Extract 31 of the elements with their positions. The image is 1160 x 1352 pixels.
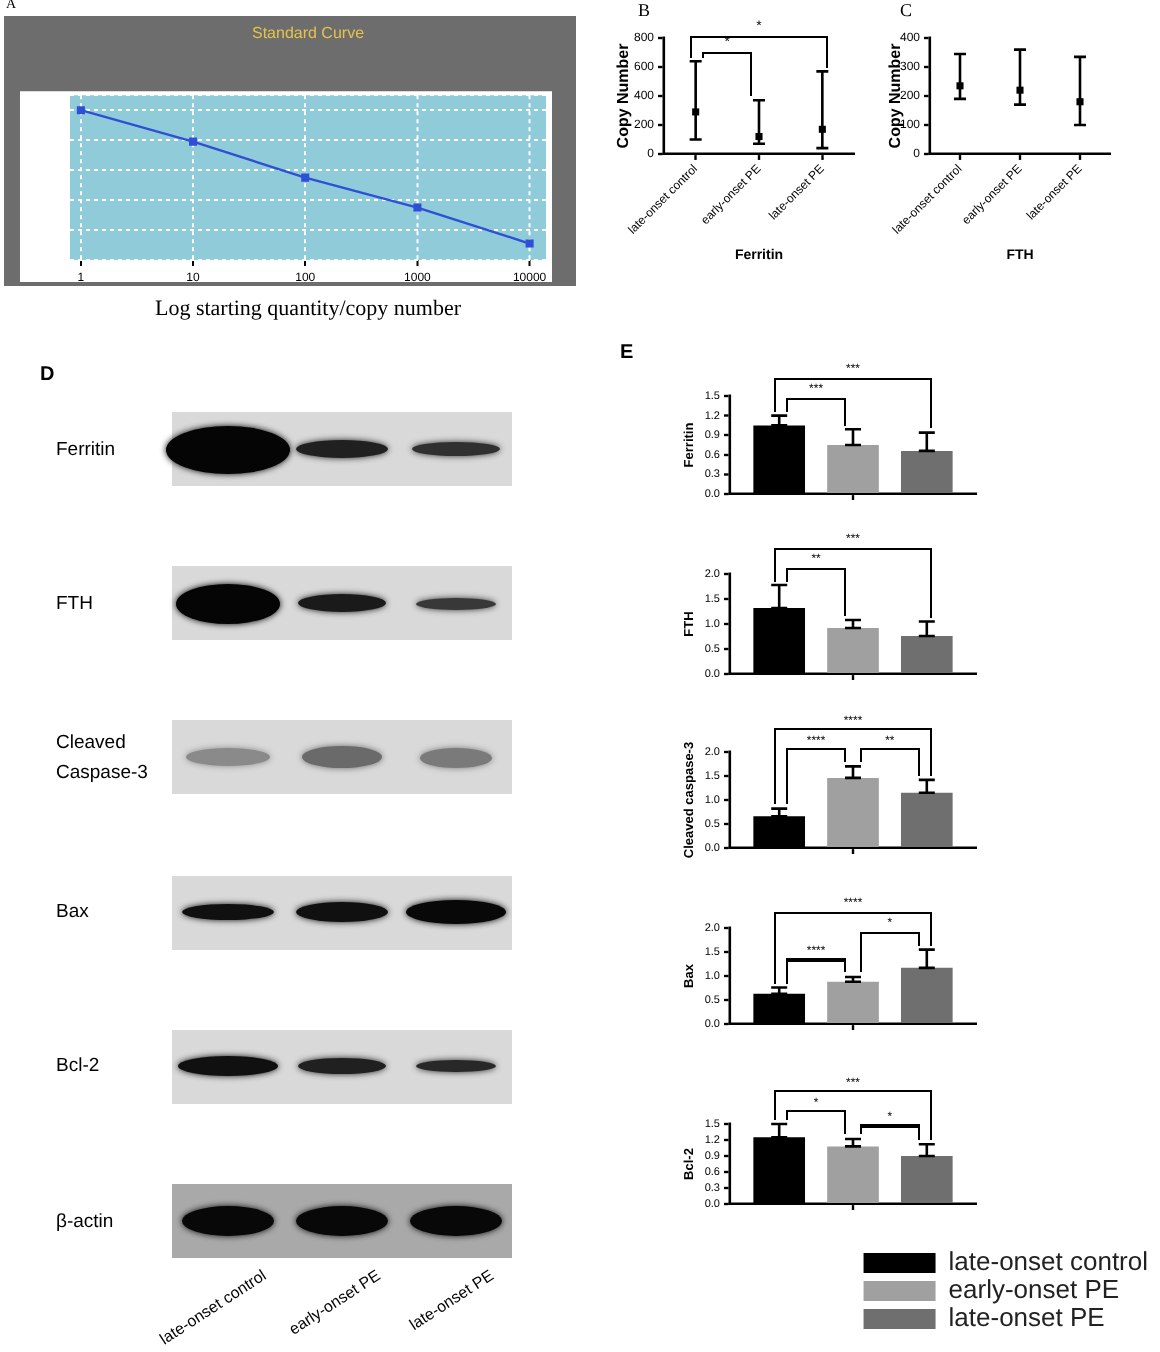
point	[76, 106, 85, 115]
legend-label: late-onset control	[948, 1246, 1149, 1277]
bar	[827, 777, 879, 847]
category-label: Ferritin	[56, 437, 116, 460]
bar	[900, 792, 953, 847]
chart-title: C	[900, 0, 913, 20]
chart-subtitle: Standard Curve	[251, 24, 366, 43]
point	[301, 173, 310, 182]
y-axis-title: Copy Number	[614, 43, 633, 149]
bar	[900, 1156, 953, 1203]
point	[189, 137, 198, 146]
x-axis-title: Log starting quantity/copy number	[154, 296, 462, 321]
category-label: Bcl-2	[56, 1055, 100, 1078]
bar	[900, 967, 953, 1023]
legend-label: early-onset PE	[948, 1274, 1120, 1305]
bar	[827, 445, 879, 493]
category-label: β-actin	[56, 1209, 114, 1232]
bar	[827, 1146, 879, 1203]
legend-label: late-onset PE	[948, 1302, 1106, 1333]
bar	[900, 636, 953, 673]
bar	[827, 628, 879, 673]
category-label: Cleaved Caspase-3	[56, 731, 148, 784]
point	[413, 203, 422, 212]
bar	[900, 450, 953, 493]
chart-title: B	[638, 0, 651, 20]
text: D	[40, 364, 55, 386]
bar	[827, 981, 879, 1023]
point	[525, 239, 534, 248]
category-label: Bax	[56, 901, 89, 923]
chart-title: E	[620, 342, 634, 364]
category-label: FTH	[56, 592, 93, 615]
